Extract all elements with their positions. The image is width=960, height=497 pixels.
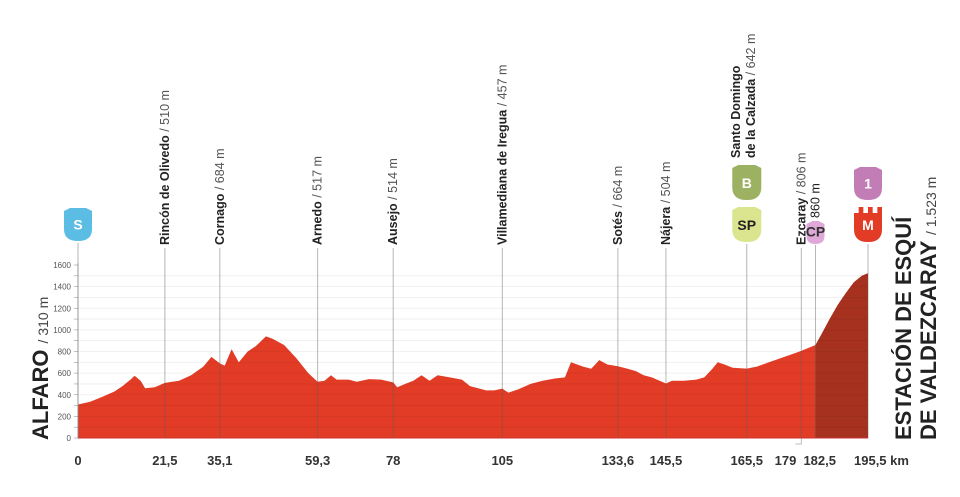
finish-name-line2: DE VALDEZCARAY xyxy=(916,235,941,440)
waypoint-altitude: / 510 m xyxy=(158,90,172,132)
waypoint-altitude: / 514 m xyxy=(386,158,400,200)
x-tick-label: 59,3 xyxy=(305,453,330,468)
shield-top xyxy=(806,221,825,224)
shield-top xyxy=(732,207,762,210)
y-tick-label: 1200 xyxy=(53,304,71,313)
waypoint-label: Villamediana de Iregua / 457 m xyxy=(495,65,509,245)
finish-label: DE VALDEZCARAY / 1.523 m xyxy=(916,177,941,440)
waypoint-altitude: / 457 m xyxy=(495,65,509,107)
start-icon: S xyxy=(64,208,92,241)
icon-label: M xyxy=(862,217,874,233)
waypoint-name: Nájera xyxy=(659,203,673,245)
shield-top xyxy=(854,167,882,170)
bonus-sprint-icon: B xyxy=(732,165,762,200)
x-tick-label: 165,5 xyxy=(730,453,763,468)
finish-icon: M xyxy=(854,207,882,242)
waypoint-name: Rincón de Olivedo xyxy=(158,132,172,245)
elevation-area xyxy=(78,273,868,438)
checker-square xyxy=(877,207,882,210)
checker-square xyxy=(858,207,864,210)
checker-square xyxy=(868,207,873,210)
x-tick-label: 21,5 xyxy=(152,453,177,468)
x-tick-label: 35,1 xyxy=(207,453,232,468)
waypoint-name: Cornago xyxy=(213,190,227,245)
y-tick-label: 600 xyxy=(58,369,72,378)
waypoint-altitude: / 642 m xyxy=(744,34,758,76)
waypoint-name: de la Calzada xyxy=(744,75,758,158)
climb-category-icon: 1 xyxy=(854,167,882,200)
start-name: ALFARO xyxy=(28,343,53,440)
waypoint-label: Cornago / 684 m xyxy=(213,148,227,245)
waypoint-name: Ausejo xyxy=(386,200,400,245)
y-tick-label: 0 xyxy=(67,434,72,443)
waypoint-altitude: / 684 m xyxy=(213,148,227,190)
waypoint-name: Sotés xyxy=(611,207,625,245)
x-tick-label: 182,5 xyxy=(803,453,836,468)
icon-label: B xyxy=(742,175,752,191)
cp-altitude: 860 m xyxy=(808,183,822,218)
tick-bracket xyxy=(795,438,802,445)
sprint-icon: SP xyxy=(732,207,762,242)
waypoint-altitude: / 517 m xyxy=(311,156,325,198)
waypoint-label: Ezcaray / 806 m xyxy=(794,153,808,245)
y-tick-label: 800 xyxy=(58,348,72,357)
start-altitude: / 310 m xyxy=(35,297,51,344)
waypoint-name: Villamediana de Iregua xyxy=(495,106,509,245)
waypoint-altitude: / 806 m xyxy=(794,153,808,195)
x-tick-label: 145,5 xyxy=(650,453,683,468)
checker-square xyxy=(854,210,859,213)
icon-label: SP xyxy=(737,217,756,233)
shield-top xyxy=(64,208,92,211)
icon-label: S xyxy=(73,217,82,233)
finish-altitude: / 1.523 m xyxy=(923,177,939,235)
waypoint-name: Santo Domingo xyxy=(729,65,743,158)
waypoint-label: Nájera / 504 m xyxy=(659,162,673,245)
waypoint-altitude: / 504 m xyxy=(659,162,673,204)
shield-shape xyxy=(732,168,762,200)
shield-top xyxy=(732,165,762,168)
cp-climb-icon: CP xyxy=(806,221,825,244)
icon-label: 1 xyxy=(864,176,872,192)
y-tick-label: 1400 xyxy=(53,283,71,292)
final-climb-area xyxy=(815,273,868,438)
shield-shape xyxy=(854,210,882,242)
x-tick-label: 78 xyxy=(386,453,400,468)
x-tick-label: 0 xyxy=(74,453,81,468)
x-tick-label: 133,6 xyxy=(602,453,635,468)
waypoint-altitude: / 664 m xyxy=(611,166,625,208)
y-tick-label: 200 xyxy=(58,412,72,421)
y-tick-label: 1000 xyxy=(53,326,71,335)
icon-label: CP xyxy=(806,223,825,239)
finish-name-line1: ESTACIÓN DE ESQUÍ xyxy=(891,216,916,440)
waypoint-label: Ausejo / 514 m xyxy=(386,158,400,245)
checker-square xyxy=(872,210,878,213)
x-tick-label: 195,5 km xyxy=(854,453,909,468)
checker-square xyxy=(863,210,868,213)
santo-domingo-label: Santo Domingo xyxy=(729,65,743,158)
x-tick-label: 105 xyxy=(491,453,513,468)
shield-shape xyxy=(732,210,762,242)
waypoint-name: Ezcaray xyxy=(794,194,808,245)
waypoint-label: Arnedo / 517 m xyxy=(311,156,325,245)
y-tick-label: 400 xyxy=(58,391,72,400)
x-tick-label: 179 xyxy=(775,453,797,468)
waypoint-label: Rincón de Olivedo / 510 m xyxy=(158,90,172,245)
waypoint-name: Arnedo xyxy=(311,198,325,245)
start-label: ALFARO / 310 m xyxy=(28,297,53,440)
shield-shape xyxy=(64,211,92,241)
y-tick-label: 1600 xyxy=(53,261,71,270)
shield-shape xyxy=(854,170,882,200)
waypoint-label: Sotés / 664 m xyxy=(611,166,625,245)
santo-domingo-label-2: de la Calzada / 642 m xyxy=(744,34,758,158)
shield-shape xyxy=(806,224,825,244)
